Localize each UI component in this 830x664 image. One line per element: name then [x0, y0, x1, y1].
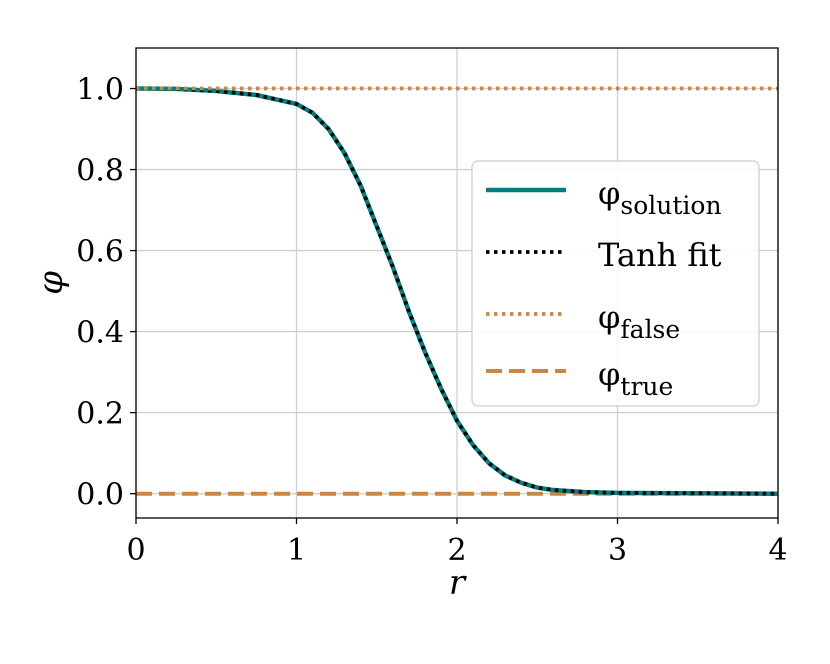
legend-label-subscript: false	[620, 315, 680, 344]
x-tick-label: 0	[126, 533, 145, 568]
x-tick-label: 1	[287, 533, 306, 568]
legend-label-subscript: solution	[620, 191, 721, 220]
x-tick-label: 4	[768, 533, 787, 568]
x-tick-label: 2	[447, 533, 466, 568]
legend-label-main: φ	[598, 298, 620, 336]
legend-label-solution: φsolution	[598, 174, 722, 220]
x-ticks: 0 1 2 3 4	[126, 518, 788, 568]
y-tick-label: 0.2	[76, 397, 124, 432]
y-ticks: 0.0 0.2 0.4 0.6 0.8 1.0	[76, 73, 136, 513]
legend-label-main: Tanh fit	[598, 236, 722, 274]
y-axis-label: φ	[31, 271, 71, 295]
y-tick-label: 0.0	[76, 478, 124, 513]
x-axis-label: r	[449, 563, 467, 603]
legend-label-main: φ	[598, 355, 620, 393]
x-tick-label: 3	[608, 533, 627, 568]
legend-label-true: φtrue	[598, 355, 673, 401]
y-tick-label: 0.6	[76, 235, 124, 270]
series-line-tanh	[135, 86, 779, 496]
legend-label-subscript: true	[620, 372, 673, 401]
series-group	[135, 86, 779, 496]
legend-box	[471, 160, 760, 407]
legend-label-tanh: Tanh fit	[598, 236, 722, 274]
y-tick-label: 0.4	[76, 316, 124, 351]
legend-label-main: φ	[598, 174, 620, 212]
y-tick-label: 0.8	[76, 154, 124, 189]
legend-label-false: φfalse	[598, 298, 680, 344]
y-tick-label: 1.0	[76, 73, 124, 108]
